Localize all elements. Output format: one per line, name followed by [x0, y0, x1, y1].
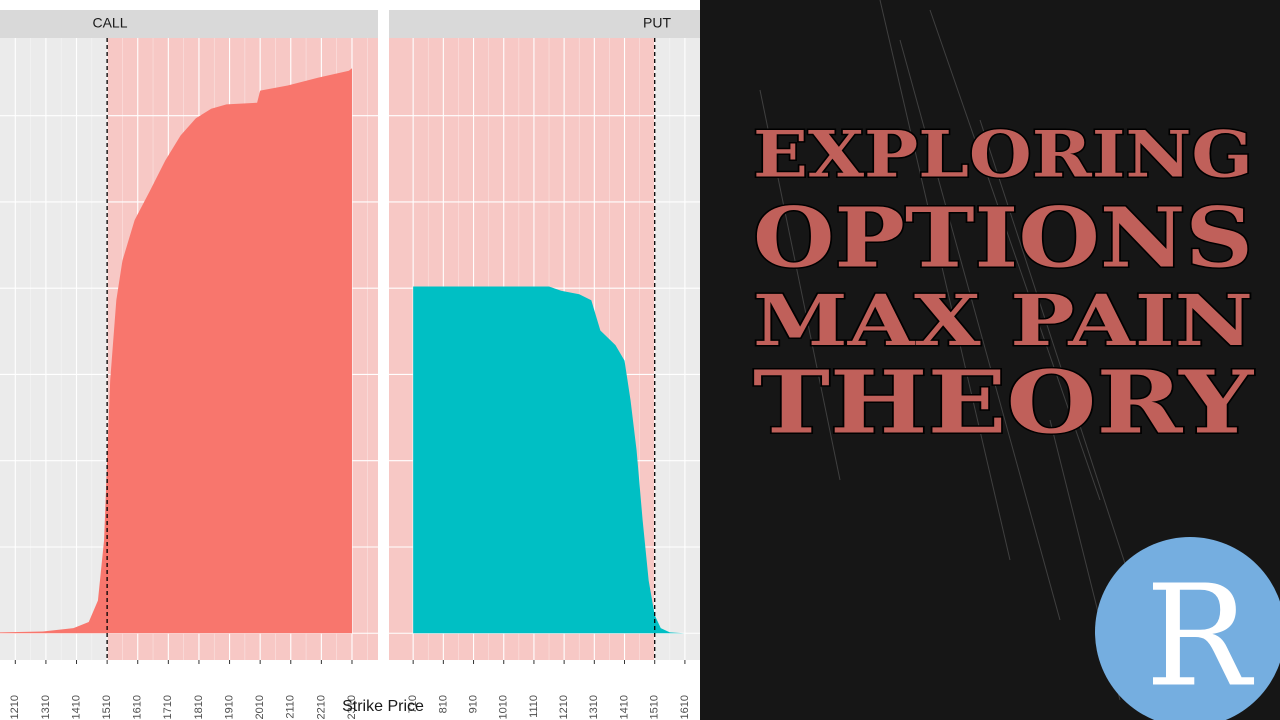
r-logo-letter: R — [1145, 556, 1254, 719]
x-tick-label: 1610 — [132, 695, 144, 719]
x-tick-label: 1410 — [618, 695, 630, 719]
headline-line: THEORY — [753, 353, 1255, 454]
x-tick-label: 1010 — [498, 695, 510, 719]
strip — [0, 10, 378, 38]
headline-line: EXPLORING — [753, 118, 1253, 193]
headline-line: OPTIONS — [753, 190, 1253, 286]
x-tick-label: 1810 — [193, 695, 205, 719]
x-tick-label: 1710 — [162, 695, 174, 719]
headline-line: MAX PAIN — [753, 279, 1253, 362]
facet: 710 810 910 1010 1110 1210 1310 1410 1510 1610 PUT — [389, 10, 700, 719]
x-tick-label: 1210 — [558, 695, 570, 719]
x-tick-label: 2210 — [315, 695, 327, 719]
x-tick-label: 1110 — [528, 695, 540, 718]
x-tick-label: 710 — [407, 695, 419, 713]
x-tick-label: 1510 — [101, 695, 113, 719]
x-tick-label: 2010 — [254, 695, 266, 719]
x-tick-label: 910 — [467, 695, 479, 713]
strip-label: CALL — [92, 15, 127, 31]
area — [413, 286, 685, 634]
area — [0, 68, 352, 634]
facet: 1210 1310 1410 1510 1610 1710 1810 1910 2010 2110… — [0, 10, 379, 719]
strip — [389, 10, 700, 38]
x-tick-label: 1410 — [70, 695, 82, 719]
x-tick-label: 2310 — [346, 695, 358, 719]
x-tick-label: 1210 — [9, 695, 21, 719]
r-logo — [1095, 537, 1280, 720]
x-tick-label: 1310 — [40, 695, 52, 719]
x-tick-label: 1310 — [588, 695, 600, 719]
texture — [759, 0, 1151, 701]
strip-label: PUT — [643, 15, 671, 31]
charts: 1210 1310 1410 1510 1610 1710 1810 1910 2010 2110… — [0, 10, 700, 719]
x-axis-label: Strike Price — [342, 698, 424, 715]
x-tick-label: 1910 — [223, 695, 235, 719]
x-tick-label: 1610 — [679, 695, 691, 719]
x-tick-label: 2110 — [285, 695, 297, 719]
x-tick-label: 810 — [437, 695, 449, 713]
x-tick-label: 1510 — [649, 695, 661, 719]
